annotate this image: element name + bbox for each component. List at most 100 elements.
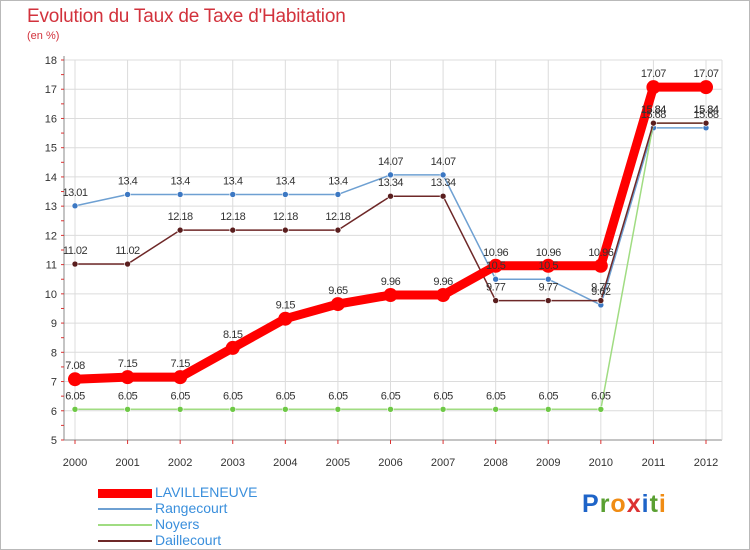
data-label-rangecourt: 13.4 bbox=[170, 175, 190, 187]
data-label-lavilleneuve: 17.07 bbox=[641, 68, 666, 80]
grid-lines bbox=[64, 59, 722, 440]
data-label-lavilleneuve: 9.15 bbox=[276, 300, 296, 312]
logo-letter: o bbox=[610, 490, 627, 518]
x-tick-label: 2002 bbox=[168, 457, 192, 469]
y-tick-label: 11 bbox=[46, 260, 57, 272]
data-label-rangecourt: 13.4 bbox=[276, 175, 296, 187]
data-point-rangecourt bbox=[282, 191, 289, 198]
data-label-daillecourt: 15.84 bbox=[693, 104, 718, 116]
data-label-daillecourt: 12.18 bbox=[168, 211, 193, 223]
data-label-noyers: 6.05 bbox=[276, 390, 296, 402]
data-point-daillecourt bbox=[597, 297, 605, 304]
y-tick-label: 17 bbox=[45, 84, 57, 96]
data-label-daillecourt: 11.02 bbox=[115, 245, 140, 257]
y-tick-label: 10 bbox=[45, 289, 57, 301]
data-point-lavilleneuve bbox=[173, 370, 188, 385]
data-label-daillecourt: 15.84 bbox=[641, 104, 666, 116]
data-point-noyers bbox=[597, 406, 605, 413]
data-point-noyers bbox=[439, 406, 447, 413]
data-point-noyers bbox=[544, 406, 552, 413]
data-point-rangecourt bbox=[176, 191, 184, 198]
data-label-rangecourt: 15.68 bbox=[641, 109, 666, 121]
data-point-noyers bbox=[334, 406, 342, 413]
data-point-daillecourt bbox=[282, 226, 289, 234]
data-point-rangecourt bbox=[124, 191, 131, 198]
data-label-lavilleneuve: 10.96 bbox=[536, 247, 561, 259]
data-label-rangecourt: 13.4 bbox=[118, 175, 138, 187]
y-tick-label: 9 bbox=[51, 318, 57, 330]
legend-swatch-rangecourt bbox=[98, 508, 152, 510]
data-label-rangecourt: 14.07 bbox=[431, 156, 456, 168]
data-label-lavilleneuve: 9.96 bbox=[381, 276, 401, 288]
data-label-rangecourt: 10.5 bbox=[539, 260, 559, 272]
data-point-rangecourt bbox=[334, 191, 342, 198]
data-label-rangecourt: 10.5 bbox=[486, 260, 506, 272]
data-point-rangecourt bbox=[544, 275, 552, 283]
logo-letter: P bbox=[582, 490, 600, 518]
data-point-rangecourt bbox=[439, 171, 447, 179]
legend-label: Noyers bbox=[155, 516, 200, 532]
data-label-noyers: 6.05 bbox=[223, 390, 243, 402]
data-label-noyers: 6.05 bbox=[118, 390, 138, 402]
x-tick-label: 2009 bbox=[536, 457, 560, 469]
data-label-daillecourt: 9.77 bbox=[539, 282, 559, 294]
data-point-lavilleneuve bbox=[541, 258, 556, 273]
data-point-lavilleneuve bbox=[68, 372, 82, 387]
data-label-rangecourt: 13.4 bbox=[328, 175, 348, 187]
data-point-daillecourt bbox=[702, 119, 710, 127]
x-tick-label: 2003 bbox=[221, 457, 245, 469]
y-tick-label: 12 bbox=[45, 230, 57, 242]
x-tick-label: 2005 bbox=[326, 457, 350, 469]
y-tick-label: 16 bbox=[45, 113, 57, 125]
data-label-rangecourt: 15.68 bbox=[693, 109, 718, 121]
data-point-lavilleneuve bbox=[383, 288, 398, 303]
y-tick-label: 14 bbox=[45, 172, 57, 184]
y-tick-label: 13 bbox=[45, 201, 57, 213]
data-point-noyers bbox=[124, 406, 131, 413]
data-label-lavilleneuve: 8.15 bbox=[223, 329, 243, 341]
data-point-lavilleneuve bbox=[646, 80, 661, 95]
data-label-daillecourt: 13.34 bbox=[431, 177, 456, 189]
legend-swatch-noyers bbox=[98, 524, 152, 526]
x-tick-label: 2012 bbox=[694, 457, 718, 469]
legend-label: LAVILLENEUVE bbox=[155, 484, 258, 500]
data-label-rangecourt: 13.01 bbox=[62, 187, 87, 199]
data-point-daillecourt bbox=[229, 226, 237, 234]
data-point-daillecourt bbox=[334, 226, 342, 234]
data-label-lavilleneuve: 7.15 bbox=[170, 358, 190, 370]
data-label-daillecourt: 13.34 bbox=[378, 177, 403, 189]
data-point-noyers bbox=[229, 406, 237, 413]
y-tick-label: 18 bbox=[45, 55, 57, 67]
data-label-noyers: 6.05 bbox=[433, 390, 453, 402]
data-point-rangecourt bbox=[71, 202, 79, 210]
logo-letter: r bbox=[599, 490, 611, 518]
data-point-noyers bbox=[282, 406, 289, 413]
data-label-lavilleneuve: 10.96 bbox=[588, 247, 613, 259]
data-label-noyers: 6.05 bbox=[591, 390, 611, 402]
proxiti-logo: Proxiti bbox=[582, 490, 667, 519]
data-label-lavilleneuve: 7.08 bbox=[65, 360, 85, 372]
data-label-daillecourt: 12.18 bbox=[325, 211, 350, 223]
data-point-lavilleneuve bbox=[278, 311, 293, 326]
legend-label: Daillecourt bbox=[155, 532, 222, 548]
data-point-lavilleneuve bbox=[330, 297, 345, 312]
data-point-lavilleneuve bbox=[120, 370, 135, 385]
data-label-daillecourt: 9.77 bbox=[486, 282, 506, 294]
x-tick-label: 2010 bbox=[589, 457, 613, 469]
legend-swatch-daillecourt bbox=[98, 540, 152, 542]
data-point-daillecourt bbox=[439, 192, 447, 200]
chart-title: Evolution du Taux de Taxe d'Habitation bbox=[27, 6, 346, 27]
data-point-daillecourt bbox=[71, 260, 79, 268]
data-label-daillecourt: 12.18 bbox=[220, 211, 245, 223]
x-tick-label: 2011 bbox=[642, 457, 666, 469]
legend-swatch-lavilleneuve bbox=[98, 489, 152, 498]
data-point-noyers bbox=[492, 406, 499, 413]
data-label-lavilleneuve: 10.96 bbox=[483, 247, 508, 259]
data-point-daillecourt bbox=[492, 297, 499, 304]
data-label-daillecourt: 9.77 bbox=[591, 282, 611, 294]
y-tick-label: 6 bbox=[51, 406, 57, 418]
y-tick-label: 5 bbox=[51, 435, 57, 447]
logo-letter: i bbox=[658, 490, 667, 518]
data-point-rangecourt bbox=[492, 275, 499, 283]
